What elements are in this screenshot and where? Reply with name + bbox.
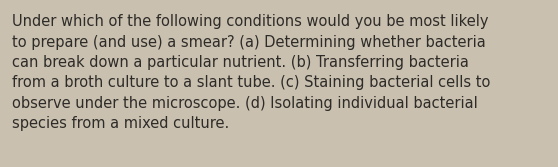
Text: Under which of the following conditions would you be most likely
to prepare (and: Under which of the following conditions … (12, 14, 490, 131)
